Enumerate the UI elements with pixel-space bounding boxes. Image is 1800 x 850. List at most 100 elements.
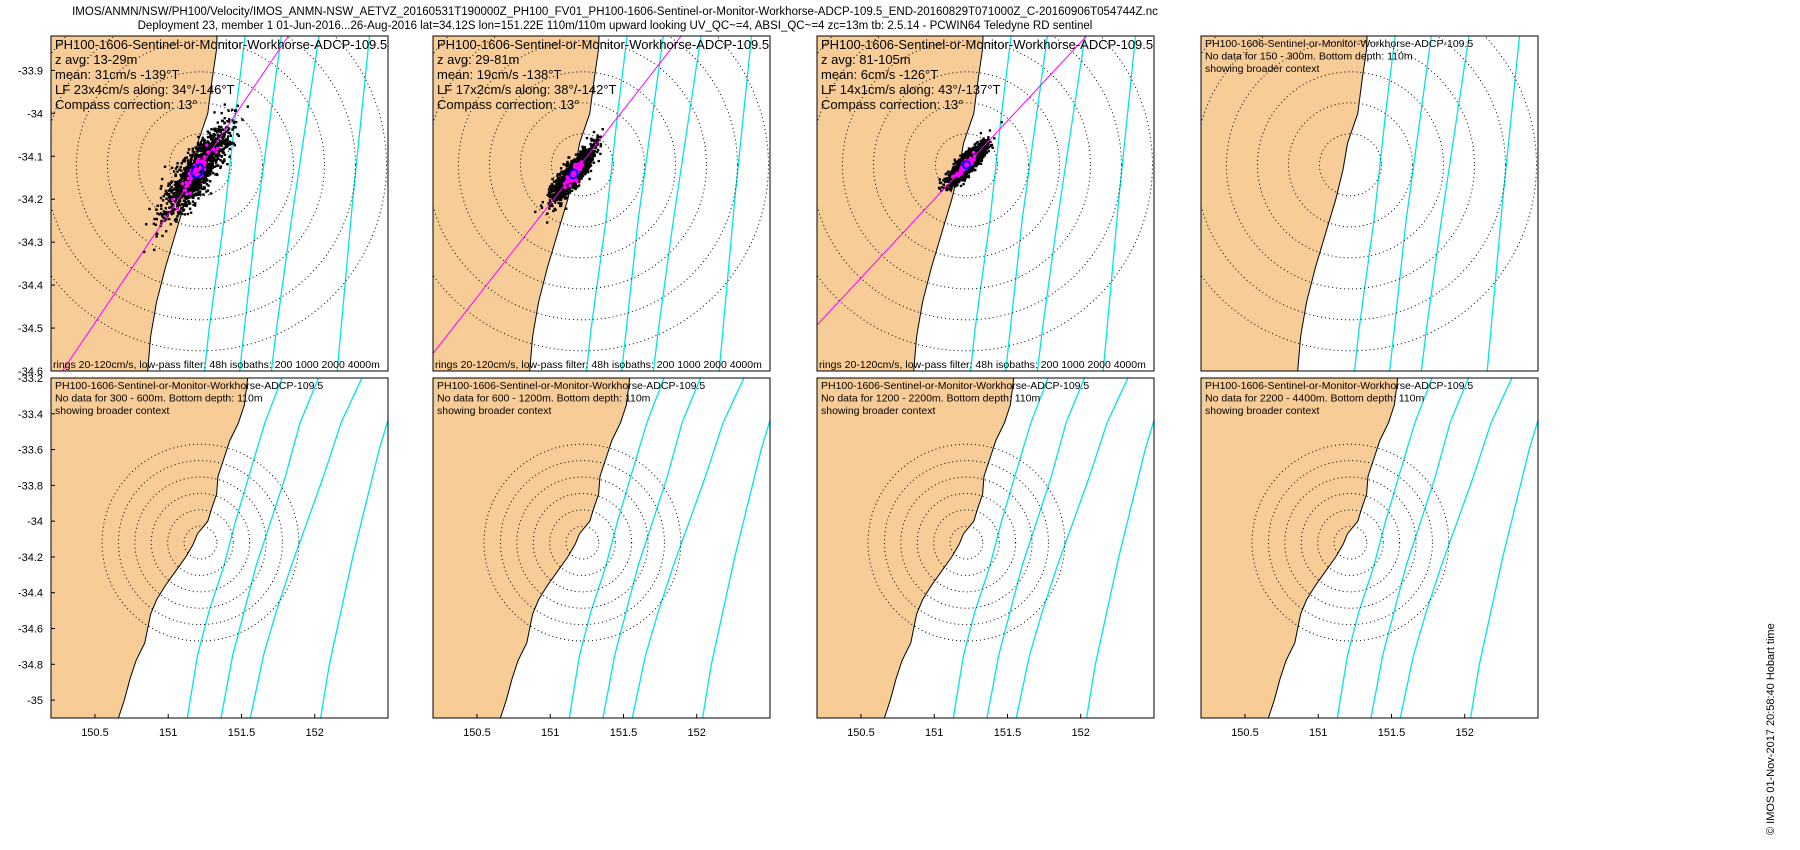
raw-velocity-point — [167, 182, 170, 185]
raw-velocity-point — [168, 206, 171, 209]
raw-velocity-point — [583, 146, 586, 150]
raw-velocity-point — [192, 189, 195, 192]
raw-velocity-point — [175, 191, 178, 194]
raw-velocity-point — [558, 192, 562, 195]
raw-velocity-point — [191, 196, 194, 199]
raw-velocity-point — [223, 117, 226, 120]
raw-velocity-point — [237, 134, 240, 137]
panel-frame — [432, 377, 771, 719]
raw-velocity-point — [204, 169, 208, 172]
raw-velocity-point — [595, 138, 599, 141]
raw-velocity-point — [183, 182, 186, 185]
raw-velocity-point — [568, 188, 571, 191]
raw-velocity-point — [164, 207, 167, 210]
raw-velocity-point — [164, 189, 168, 193]
raw-velocity-point — [596, 135, 599, 139]
panel-frame — [816, 35, 1155, 372]
raw-velocity-point — [218, 149, 222, 152]
raw-velocity-point — [982, 144, 985, 147]
raw-velocity-point — [981, 154, 984, 157]
y-tick-label: -34.5 — [18, 323, 43, 335]
panel-info-line: No data for 300 - 600m. Bottom depth: 11… — [55, 393, 263, 405]
y-tick-label: -34 — [27, 516, 43, 528]
raw-velocity-point — [601, 128, 604, 131]
raw-velocity-point — [199, 156, 202, 159]
raw-velocity-point — [949, 187, 952, 190]
raw-velocity-point — [575, 159, 578, 163]
raw-velocity-point — [587, 160, 590, 163]
raw-velocity-point — [220, 144, 223, 148]
panel-footer: rings 20-120cm/s, low-pass filter: 48h i… — [53, 359, 380, 371]
raw-velocity-point — [577, 184, 581, 187]
raw-velocity-point — [562, 178, 565, 181]
raw-velocity-point — [154, 223, 157, 226]
lowpass-point — [971, 150, 976, 155]
lowpass-point — [562, 181, 567, 186]
lowpass-point — [214, 150, 219, 154]
raw-velocity-point — [221, 161, 225, 165]
raw-velocity-point — [186, 195, 189, 198]
raw-velocity-point — [214, 138, 217, 142]
raw-velocity-point — [965, 170, 968, 173]
coastline — [117, 378, 249, 718]
raw-velocity-point — [198, 178, 201, 181]
raw-velocity-point — [975, 156, 978, 159]
raw-velocity-point — [176, 181, 180, 184]
raw-velocity-point — [163, 219, 166, 222]
raw-velocity-point — [196, 141, 200, 145]
raw-velocity-point — [982, 151, 985, 154]
raw-velocity-point — [566, 160, 569, 164]
raw-velocity-point — [194, 157, 197, 160]
raw-velocity-point — [954, 171, 957, 174]
raw-velocity-point — [989, 140, 992, 143]
raw-velocity-point — [555, 179, 559, 182]
isobath-1000m — [239, 36, 282, 371]
raw-velocity-point — [223, 121, 226, 124]
lowpass-point — [189, 177, 193, 181]
raw-velocity-point — [576, 184, 579, 188]
speed-ring-20 — [183, 525, 218, 560]
raw-velocity-point — [143, 250, 146, 254]
raw-velocity-point — [550, 203, 553, 206]
raw-velocity-point — [986, 147, 989, 150]
raw-velocity-point — [965, 153, 969, 157]
raw-velocity-point — [180, 175, 183, 178]
raw-velocity-point — [596, 134, 599, 137]
raw-velocity-point — [946, 188, 949, 191]
raw-velocity-point — [589, 142, 592, 146]
raw-velocity-point — [550, 190, 554, 193]
isobath-200m — [585, 36, 628, 371]
raw-velocity-point — [169, 198, 172, 201]
raw-velocity-point — [209, 157, 212, 160]
panel-info-line: showing broader context — [1205, 405, 1319, 417]
raw-velocity-point — [985, 151, 989, 154]
raw-velocity-point — [224, 145, 228, 148]
x-tick-label: 151.5 — [228, 727, 256, 739]
raw-velocity-point — [963, 155, 966, 158]
raw-velocity-point — [965, 171, 968, 174]
raw-velocity-point — [200, 187, 203, 190]
isobath-4000m — [701, 417, 770, 718]
raw-velocity-point — [199, 153, 202, 157]
raw-velocity-point — [205, 149, 208, 152]
raw-velocity-point — [159, 187, 162, 190]
raw-velocity-point — [165, 191, 168, 195]
raw-velocity-point — [179, 173, 182, 177]
raw-velocity-point — [170, 166, 174, 170]
raw-velocity-point — [569, 172, 572, 176]
raw-velocity-point — [223, 153, 227, 156]
raw-velocity-point — [232, 120, 235, 124]
panel-footer: rings 20-120cm/s, low-pass filter: 48h i… — [435, 359, 762, 371]
raw-velocity-point — [552, 185, 556, 189]
raw-velocity-point — [187, 200, 190, 203]
raw-velocity-point — [198, 184, 201, 188]
raw-velocity-point — [165, 197, 168, 200]
lowpass-point — [211, 147, 216, 152]
raw-velocity-point — [231, 128, 234, 131]
raw-velocity-point — [171, 209, 175, 213]
raw-velocity-point — [196, 150, 200, 153]
raw-velocity-point — [160, 207, 163, 210]
raw-velocity-point — [978, 153, 981, 156]
raw-velocity-point — [596, 143, 599, 146]
raw-velocity-point — [206, 189, 210, 192]
